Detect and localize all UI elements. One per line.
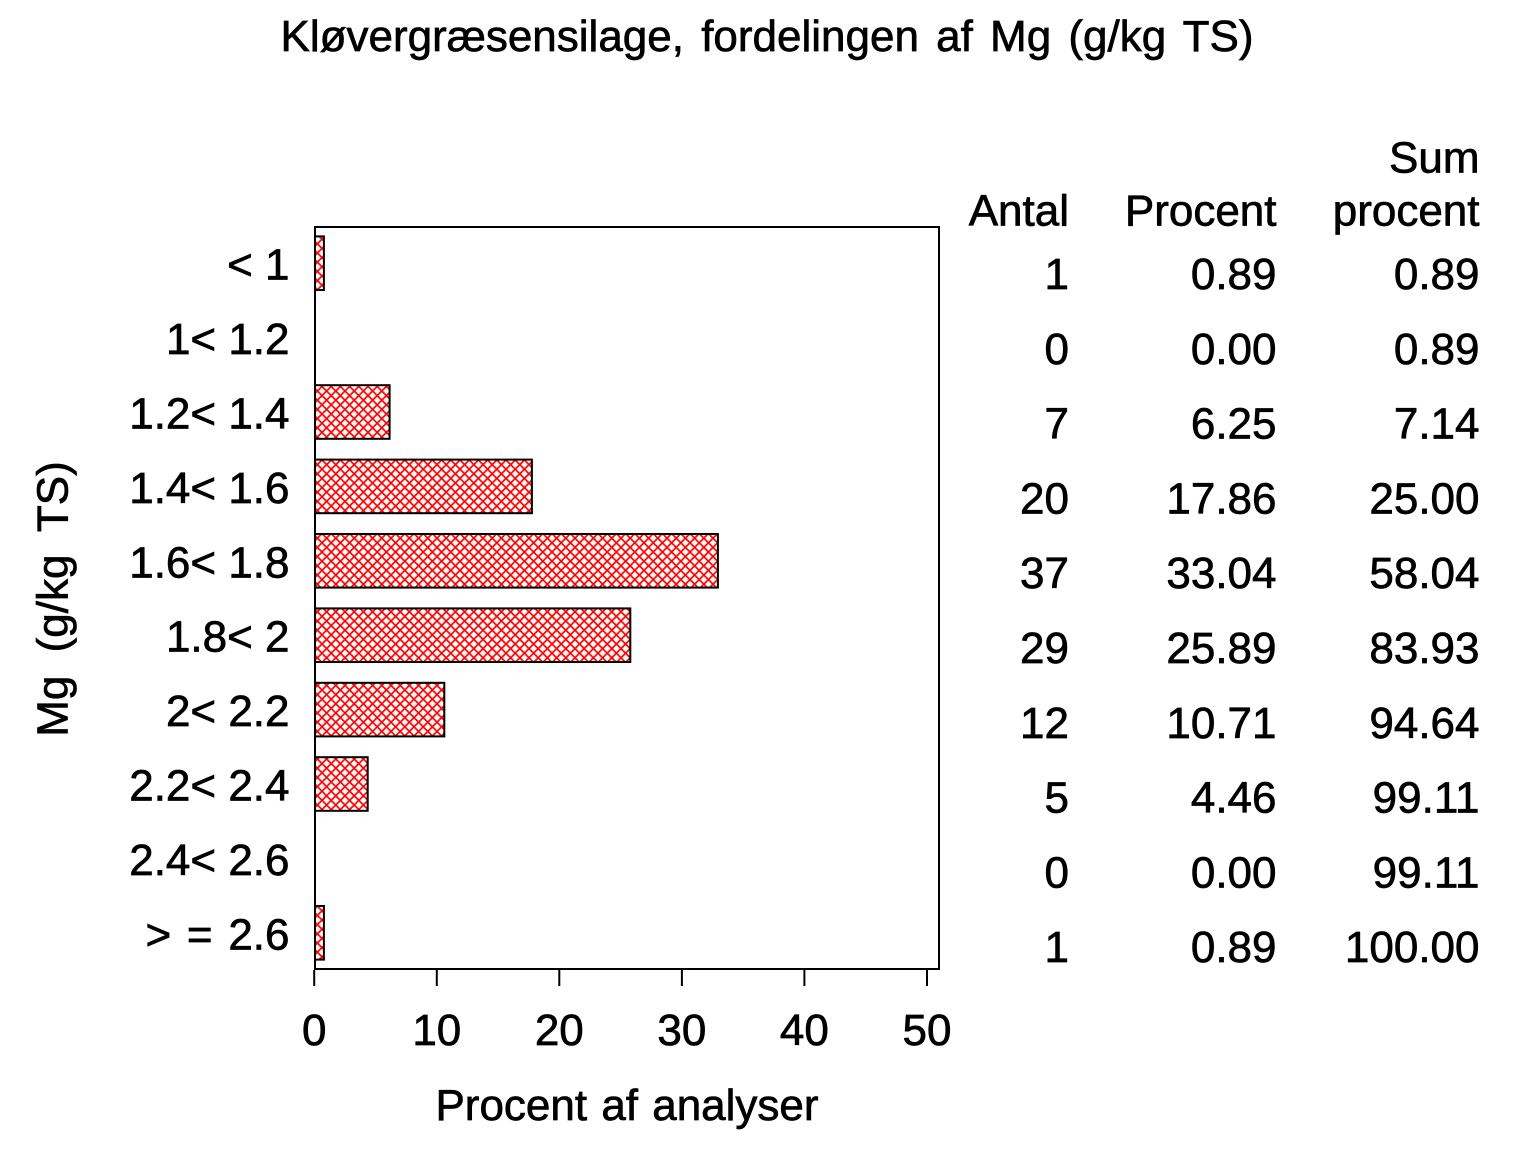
svg-text:0.89: 0.89 [1191, 250, 1277, 299]
svg-text:Procent af analyser: Procent af analyser [435, 1081, 818, 1130]
svg-text:0: 0 [302, 1006, 326, 1055]
svg-text:0.00: 0.00 [1191, 325, 1277, 374]
svg-text:0.00: 0.00 [1191, 848, 1277, 897]
svg-text:58.04: 58.04 [1369, 549, 1479, 598]
svg-text:1.6< 1.8: 1.6< 1.8 [129, 538, 289, 587]
svg-text:12: 12 [1020, 699, 1069, 748]
svg-text:33.04: 33.04 [1166, 549, 1276, 598]
svg-text:25.00: 25.00 [1369, 474, 1479, 523]
svg-text:10: 10 [412, 1006, 461, 1055]
svg-text:1.8< 2: 1.8< 2 [166, 613, 290, 662]
svg-text:Sum: Sum [1389, 134, 1479, 183]
svg-text:99.11: 99.11 [1373, 848, 1480, 897]
svg-text:> = 2.6: > = 2.6 [145, 910, 289, 959]
svg-text:< 1: < 1 [227, 241, 289, 290]
svg-text:1: 1 [1045, 923, 1069, 972]
svg-text:25.89: 25.89 [1166, 624, 1276, 673]
svg-text:1< 1.2: 1< 1.2 [166, 315, 290, 364]
svg-text:procent: procent [1333, 187, 1480, 236]
svg-text:Procent: Procent [1125, 187, 1277, 236]
svg-text:30: 30 [657, 1006, 706, 1055]
svg-text:0.89: 0.89 [1191, 923, 1277, 972]
svg-text:17.86: 17.86 [1166, 474, 1276, 523]
svg-text:83.93: 83.93 [1369, 624, 1479, 673]
svg-text:0.89: 0.89 [1394, 325, 1480, 374]
svg-text:0.89: 0.89 [1394, 250, 1480, 299]
svg-text:20: 20 [1020, 474, 1069, 523]
svg-text:7: 7 [1045, 400, 1069, 449]
svg-text:100.00: 100.00 [1345, 923, 1480, 972]
svg-text:2< 2.2: 2< 2.2 [166, 687, 290, 736]
svg-text:0: 0 [1045, 325, 1069, 374]
svg-text:6.25: 6.25 [1191, 400, 1277, 449]
svg-text:29: 29 [1020, 624, 1069, 673]
svg-text:2.2< 2.4: 2.2< 2.4 [129, 762, 289, 811]
svg-text:10.71: 10.71 [1166, 699, 1276, 748]
svg-text:37: 37 [1020, 549, 1069, 598]
svg-text:Kløvergræsensilage, fordelinge: Kløvergræsensilage, fordelingen af Mg (g… [280, 12, 1253, 61]
svg-text:1.2< 1.4: 1.2< 1.4 [129, 390, 289, 439]
svg-text:20: 20 [535, 1006, 584, 1055]
svg-text:2.4< 2.6: 2.4< 2.6 [129, 836, 289, 885]
svg-text:7.14: 7.14 [1394, 400, 1480, 449]
svg-text:1: 1 [1045, 250, 1069, 299]
svg-text:1.4< 1.6: 1.4< 1.6 [129, 464, 289, 513]
svg-text:94.64: 94.64 [1369, 699, 1479, 748]
svg-text:0: 0 [1045, 848, 1069, 897]
svg-text:4.46: 4.46 [1191, 774, 1277, 823]
svg-text:5: 5 [1045, 774, 1069, 823]
svg-text:Antal: Antal [969, 187, 1069, 236]
svg-text:40: 40 [780, 1006, 829, 1055]
svg-text:50: 50 [903, 1006, 952, 1055]
svg-text:99.11: 99.11 [1373, 774, 1480, 823]
svg-text:Mg (g/kg TS): Mg (g/kg TS) [29, 461, 78, 736]
